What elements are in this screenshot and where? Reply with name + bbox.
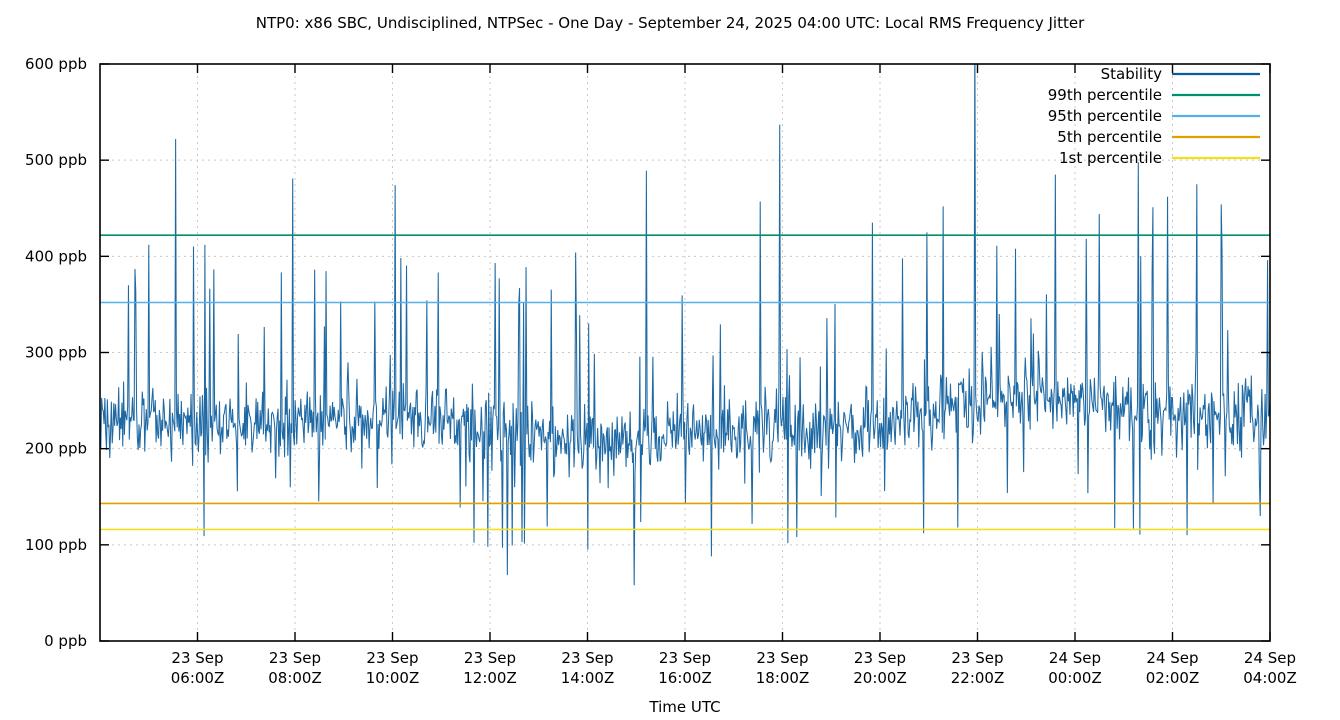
reference-lines [100, 234, 1270, 531]
x-axis-title: Time UTC [648, 698, 720, 716]
x-tick-label-date: 23 Sep [659, 649, 711, 667]
series-group [100, 64, 1270, 586]
x-tick-label-time: 06:00Z [171, 669, 225, 687]
x-tick-label-time: 02:00Z [1146, 669, 1200, 687]
x-tick-label-time: 04:00Z [1243, 669, 1297, 687]
x-tick-label-date: 23 Sep [366, 649, 418, 667]
x-tick-label-date: 23 Sep [464, 649, 516, 667]
series-stability [100, 64, 1270, 586]
x-tick-label-time: 22:00Z [951, 669, 1005, 687]
x-tick-label-date: 23 Sep [756, 649, 808, 667]
x-tick-label-date: 24 Sep [1146, 649, 1198, 667]
y-tick-label: 300 ppb [25, 344, 87, 362]
x-tick-label-time: 12:00Z [463, 669, 517, 687]
x-tick-label-date: 23 Sep [269, 649, 321, 667]
x-tick-label-time: 10:00Z [366, 669, 420, 687]
x-tick-label-time: 14:00Z [561, 669, 615, 687]
legend-label-stability: Stability [1101, 65, 1163, 83]
x-tick-label-date: 23 Sep [951, 649, 1003, 667]
y-tick-label: 100 ppb [25, 536, 87, 554]
x-tick-label-time: 18:00Z [756, 669, 810, 687]
x-tick-label-time: 16:00Z [658, 669, 712, 687]
y-tick-label: 500 ppb [25, 151, 87, 169]
y-tick-label: 0 ppb [44, 632, 87, 650]
y-tick-label: 200 ppb [25, 440, 87, 458]
x-tick-label-time: 20:00Z [853, 669, 907, 687]
axes: 0 ppb 100 ppb 200 ppb 300 ppb 400 ppb 500 ppb… [25, 55, 1297, 716]
legend-label-95th-percentile: 95th percentile [1048, 107, 1162, 125]
legend: Stability 99th percentile 95th percentile 5… [1048, 65, 1260, 167]
x-tick-label-date: 24 Sep [1049, 649, 1101, 667]
x-tick-label-time: 00:00Z [1048, 669, 1102, 687]
x-tick-label-date: 24 Sep [1244, 649, 1296, 667]
y-tick-label: 600 ppb [25, 55, 87, 73]
x-tick-label-date: 23 Sep [854, 649, 906, 667]
legend-label-1st-percentile: 1st percentile [1059, 149, 1162, 167]
x-tick-label-date: 23 Sep [171, 649, 223, 667]
y-tick-label: 400 ppb [25, 247, 87, 265]
x-tick-label-date: 23 Sep [561, 649, 613, 667]
legend-label-5th-percentile: 5th percentile [1057, 128, 1162, 146]
x-tick-label-time: 08:00Z [268, 669, 322, 687]
legend-label-99th-percentile: 99th percentile [1048, 86, 1162, 104]
chart-title: NTP0: x86 SBC, Undisciplined, NTPSec - O… [255, 14, 1085, 32]
